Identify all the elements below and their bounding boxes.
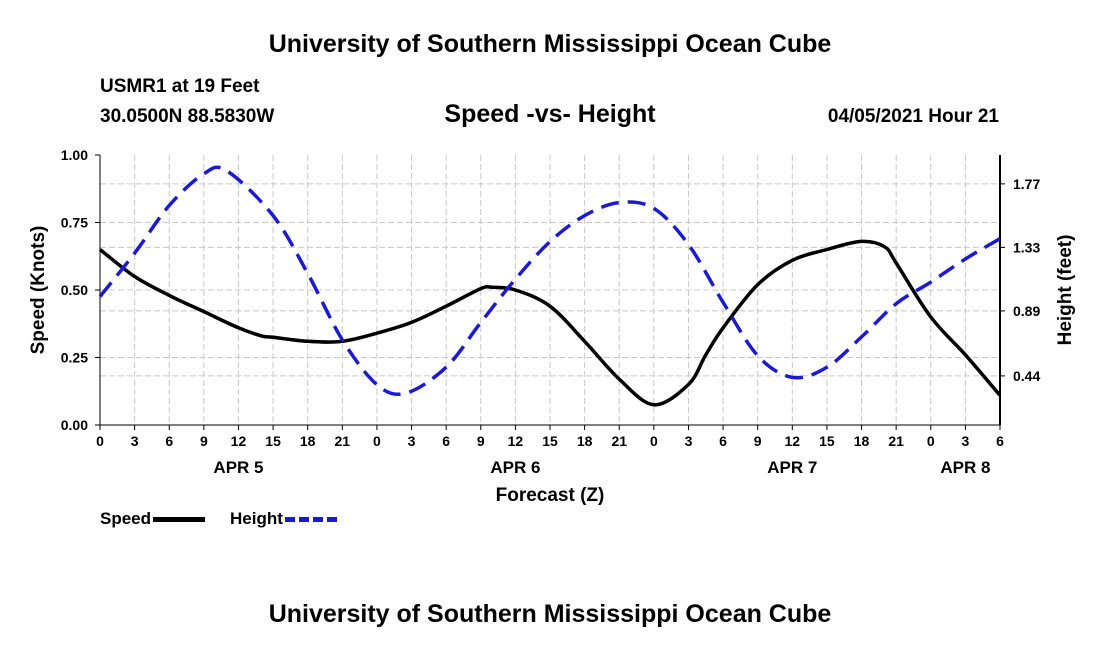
station-coordinates: 30.0500N 88.5830W <box>100 106 275 127</box>
x-date-label: APR 8 <box>940 458 990 477</box>
y2-tick-label: 1.77 <box>1013 176 1040 192</box>
legend-height-swatch <box>284 516 337 522</box>
x-tick-label: 21 <box>335 433 351 449</box>
x-tick-label: 0 <box>96 433 104 449</box>
x-tick-label: 12 <box>231 433 247 449</box>
x-tick-label: 18 <box>300 433 316 449</box>
x-date-label: APR 5 <box>213 458 263 477</box>
x-tick-label: 6 <box>996 433 1004 449</box>
y-tick-label: 1.00 <box>61 147 88 163</box>
y-axis-title: Speed (Knots) <box>28 226 49 355</box>
x-tick-label: 3 <box>961 433 969 449</box>
x-tick-label: 3 <box>408 433 416 449</box>
x-tick-label: 9 <box>477 433 485 449</box>
x-tick-label: 3 <box>685 433 693 449</box>
y-tick-label: 0.00 <box>61 417 88 433</box>
x-tick-label: 15 <box>542 433 558 449</box>
x-tick-label: 12 <box>785 433 801 449</box>
x-tick-label: 12 <box>508 433 524 449</box>
legend-speed-label: Speed <box>100 509 152 528</box>
x-tick-label: 18 <box>854 433 870 449</box>
x-tick-label: 9 <box>754 433 762 449</box>
x-tick-label: 6 <box>165 433 173 449</box>
forecast-datetime: 04/05/2021 Hour 21 <box>827 106 999 127</box>
y2-tick-label: 1.33 <box>1013 239 1040 255</box>
y-tick-label: 0.25 <box>61 350 88 366</box>
x-tick-label: 0 <box>373 433 381 449</box>
page-title: University of Southern Mississippi Ocean… <box>268 30 832 58</box>
footer-title: University of Southern Mississippi Ocean… <box>268 600 832 628</box>
x-tick-label: 0 <box>927 433 935 449</box>
x-tick-label: 15 <box>819 433 835 449</box>
legend-height-label: Height <box>230 509 283 528</box>
x-date-label: APR 7 <box>767 458 817 477</box>
x-tick-label: 3 <box>131 433 139 449</box>
x-tick-label: 0 <box>650 433 658 449</box>
x-tick-label: 9 <box>200 433 208 449</box>
legend-speed-swatch <box>153 516 206 522</box>
station-name: USMR1 at 19 Feet <box>100 76 260 97</box>
x-date-label: APR 6 <box>490 458 540 477</box>
y2-axis-title: Height (feet) <box>1055 235 1076 346</box>
y-tick-label: 0.75 <box>61 215 88 231</box>
chart-title: Speed -vs- Height <box>444 100 656 128</box>
x-tick-label: 6 <box>719 433 727 449</box>
x-tick-label: 21 <box>888 433 904 449</box>
speed-series-line <box>98 239 1002 407</box>
height-series-line <box>98 165 1001 397</box>
x-tick-label: 18 <box>577 433 593 449</box>
legend-height: Height <box>230 509 337 529</box>
x-tick-label: 6 <box>442 433 450 449</box>
x-axis-title: Forecast (Z) <box>496 485 605 506</box>
x-tick-label: 21 <box>611 433 627 449</box>
legend-speed: Speed <box>100 509 206 529</box>
y-tick-label: 0.50 <box>61 282 88 298</box>
x-tick-label: 15 <box>265 433 281 449</box>
y2-tick-label: 0.44 <box>1013 368 1040 384</box>
y2-tick-label: 0.89 <box>1013 303 1040 319</box>
